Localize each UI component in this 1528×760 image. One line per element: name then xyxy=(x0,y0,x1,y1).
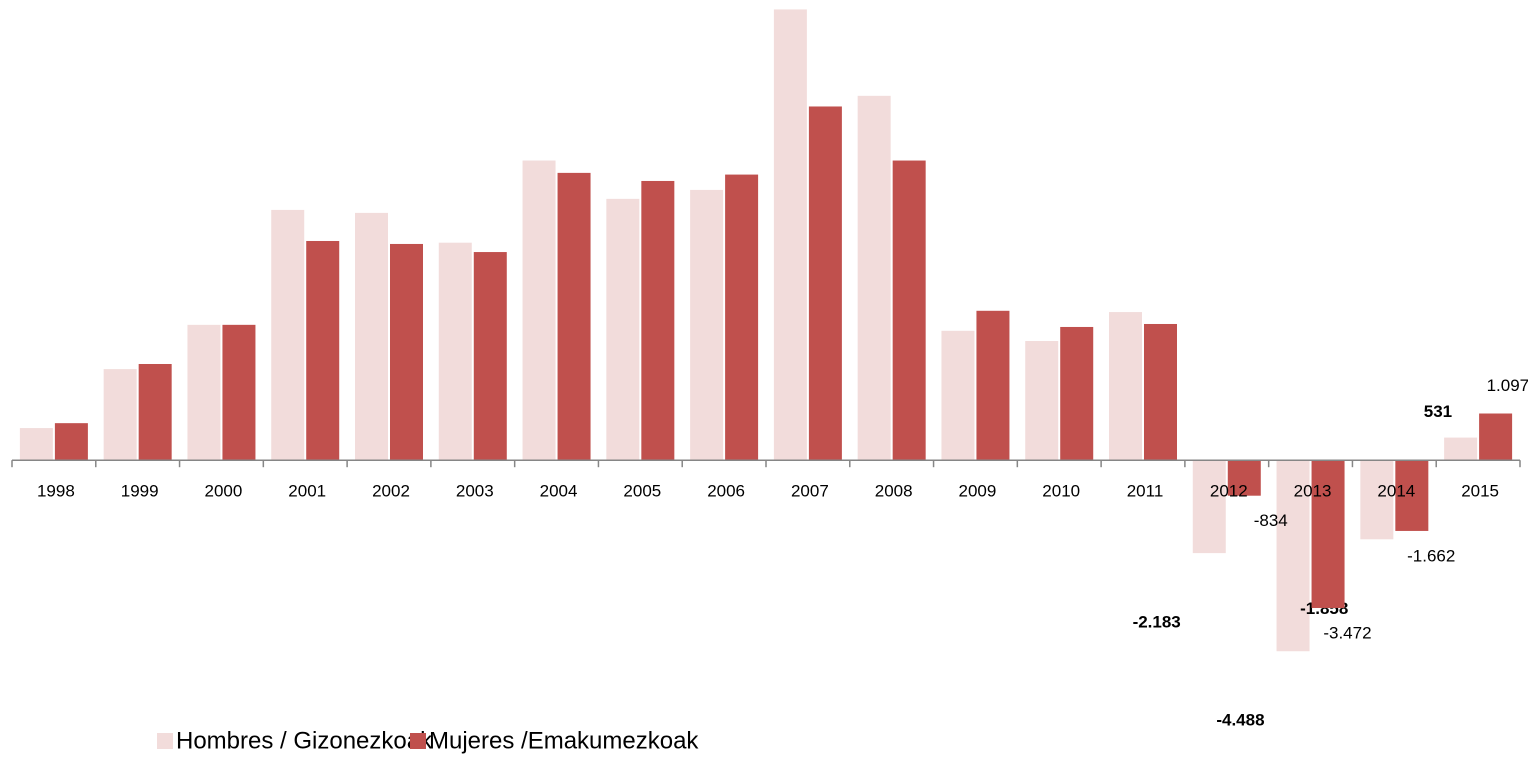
x-tick-label: 2009 xyxy=(959,482,997,501)
bar xyxy=(473,252,507,461)
bar xyxy=(1360,460,1394,540)
bar xyxy=(557,172,591,461)
bar xyxy=(103,369,137,461)
x-tick-label: 2010 xyxy=(1042,482,1080,501)
bar xyxy=(773,9,807,461)
bar xyxy=(1311,460,1345,608)
bar xyxy=(976,310,1010,461)
bar xyxy=(725,174,759,461)
data-label: -2.183 xyxy=(1133,613,1181,632)
bar xyxy=(390,243,423,461)
bar xyxy=(1060,326,1094,461)
legend-swatch xyxy=(410,733,426,749)
bar xyxy=(222,324,256,461)
bar xyxy=(1025,341,1059,461)
x-tick-label: 2006 xyxy=(707,482,745,501)
x-tick-label: 2011 xyxy=(1127,482,1164,501)
bar xyxy=(1192,460,1226,554)
legend-label: Mujeres /Emakumezkoak xyxy=(429,727,699,754)
bar xyxy=(1144,323,1177,461)
data-label: 1.097 xyxy=(1487,376,1528,395)
bar xyxy=(1479,413,1513,461)
bar xyxy=(892,160,926,461)
bar xyxy=(1276,460,1310,652)
legend-label: Hombres / Gizonezkoak xyxy=(176,727,433,754)
x-tick-label: 2000 xyxy=(205,482,243,501)
data-label: -4.488 xyxy=(1216,711,1264,730)
x-tick-label: 2002 xyxy=(372,482,410,501)
bar xyxy=(857,95,891,461)
bar xyxy=(54,423,88,461)
bar xyxy=(271,209,305,461)
bar xyxy=(1109,312,1142,461)
x-tick-label: 1998 xyxy=(37,482,75,501)
x-tick-label: 1999 xyxy=(121,482,159,501)
bar xyxy=(941,330,975,461)
data-label: -1.662 xyxy=(1407,546,1455,565)
x-tick-label: 2004 xyxy=(540,482,578,501)
bar xyxy=(306,240,340,461)
x-tick-label: 2007 xyxy=(791,482,829,501)
bar xyxy=(641,180,675,461)
legend-swatch xyxy=(157,733,173,749)
bar xyxy=(138,363,172,461)
x-tick-label: 2013 xyxy=(1294,482,1332,501)
x-tick-label: 2008 xyxy=(875,482,913,501)
data-label: 531 xyxy=(1424,402,1452,421)
bar xyxy=(808,106,842,461)
bar xyxy=(606,198,640,461)
bar xyxy=(1227,460,1261,496)
bar xyxy=(438,242,472,461)
x-tick-label: 2014 xyxy=(1377,482,1415,501)
x-tick-label: 2015 xyxy=(1461,482,1499,501)
x-tick-label: 2012 xyxy=(1210,482,1248,501)
bar xyxy=(19,428,53,461)
data-label: -834 xyxy=(1254,511,1288,530)
x-tick-label: 2005 xyxy=(623,482,661,501)
bar xyxy=(522,160,556,461)
x-tick-label: 2001 xyxy=(288,482,326,501)
bar xyxy=(355,212,388,461)
data-label: -3.472 xyxy=(1323,623,1371,642)
x-tick-label: 2003 xyxy=(456,482,494,501)
bar xyxy=(1444,437,1478,461)
bar xyxy=(187,324,221,461)
bar xyxy=(1395,460,1429,531)
bar xyxy=(690,189,724,461)
